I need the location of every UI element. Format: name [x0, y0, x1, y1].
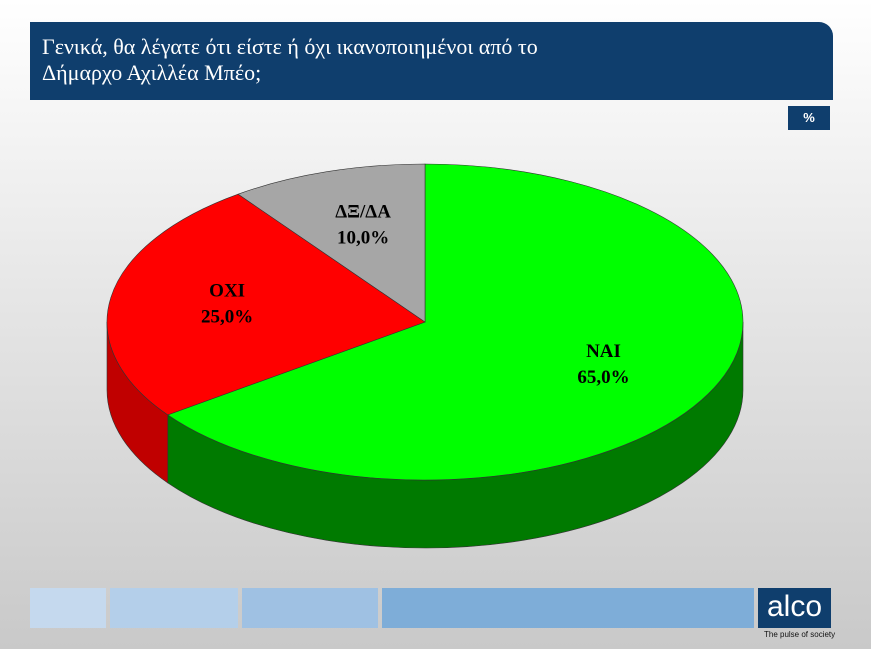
- slice-value-label: 25,0%: [201, 306, 253, 327]
- slice: [167, 163, 744, 481]
- slice-category: ΔΞ/ΔΑ: [335, 201, 391, 222]
- chart-title: Γενικά, θα λέγατε ότι είστε ή όχι ικανοπ…: [42, 34, 538, 85]
- unit-badge: %: [788, 106, 830, 130]
- slice-value-label: 65,0%: [577, 367, 629, 388]
- slice-category: ΟΧΙ: [209, 280, 245, 301]
- header: Γενικά, θα λέγατε ότι είστε ή όχι ικανοπ…: [30, 22, 833, 100]
- footer-bar: [242, 588, 378, 628]
- slice-category: ΝΑΙ: [586, 341, 621, 362]
- footer-bar: [382, 588, 754, 628]
- footer-bar: [110, 588, 238, 628]
- footer-bar: [30, 588, 106, 628]
- slice: [106, 193, 426, 416]
- tagline: The pulse of society: [764, 630, 836, 639]
- slice: [237, 163, 426, 323]
- slice-value-label: 10,0%: [337, 227, 389, 248]
- logo: alco: [758, 588, 831, 628]
